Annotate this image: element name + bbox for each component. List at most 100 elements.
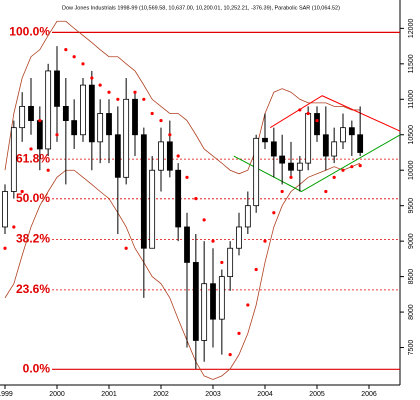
y-tick-label: 12000 bbox=[408, 19, 415, 39]
bollinger-band bbox=[4, 162, 361, 380]
candle-body bbox=[184, 226, 190, 263]
sar-dot bbox=[12, 225, 16, 229]
candle-body bbox=[106, 113, 112, 136]
sar-dot bbox=[358, 164, 362, 168]
sar-dot bbox=[332, 175, 336, 179]
sar-dot bbox=[289, 175, 293, 179]
y-tick-label: 7500 bbox=[408, 340, 415, 356]
sar-dot bbox=[46, 168, 50, 172]
candle-body bbox=[296, 162, 303, 171]
sar-dot bbox=[315, 118, 319, 123]
candle-body bbox=[36, 120, 43, 150]
sar-dot bbox=[263, 239, 267, 243]
sar-dot bbox=[272, 211, 276, 215]
fib-label: 50.0% bbox=[16, 191, 50, 205]
sar-dot bbox=[350, 165, 354, 169]
sar-dot bbox=[98, 83, 102, 87]
y-tick-label: 10500 bbox=[408, 125, 415, 145]
candle-body bbox=[305, 113, 312, 164]
sar-dot bbox=[81, 62, 85, 66]
candle-body bbox=[158, 141, 164, 171]
candle-body bbox=[62, 105, 69, 121]
trendline bbox=[269, 95, 401, 132]
candle-body bbox=[2, 191, 8, 228]
y-tick-label: 9000 bbox=[408, 233, 415, 249]
candle-body bbox=[45, 70, 52, 150]
sar-dot bbox=[176, 154, 180, 158]
candle-body bbox=[132, 98, 138, 136]
fib-label: 61.8% bbox=[16, 151, 50, 165]
y-tick-label: 9500 bbox=[408, 198, 415, 214]
x-tick-label: 2006 bbox=[361, 391, 377, 398]
candle-body bbox=[175, 169, 182, 228]
sar-dot bbox=[185, 175, 189, 179]
chart-title: Dow Jones Industrials 1998-99 (10,569.58… bbox=[62, 5, 340, 11]
candle-body bbox=[28, 105, 34, 121]
candle-body bbox=[71, 120, 78, 136]
sar-dot bbox=[168, 133, 172, 137]
candle-body bbox=[288, 162, 294, 171]
fib-label: 0.0% bbox=[23, 361, 51, 375]
sar-dot bbox=[90, 76, 94, 80]
candle-body bbox=[236, 226, 242, 249]
candle-body bbox=[348, 127, 355, 136]
x-tick-label: 2001 bbox=[101, 391, 117, 398]
y-tick-label: 8500 bbox=[408, 269, 415, 285]
sar-dot bbox=[38, 118, 42, 123]
sar-dot bbox=[64, 48, 68, 52]
candle-body bbox=[218, 276, 225, 320]
sar-dot bbox=[3, 246, 7, 250]
x-tick-label: 1999 bbox=[0, 391, 13, 398]
candle-body bbox=[149, 169, 156, 249]
sar-dot bbox=[211, 239, 215, 243]
candle-body bbox=[227, 247, 234, 278]
candle-body bbox=[80, 84, 86, 136]
sar-dot bbox=[298, 108, 302, 112]
candle-body bbox=[279, 155, 286, 164]
sar-dot bbox=[280, 189, 284, 194]
candle-body bbox=[166, 141, 173, 171]
sar-dot bbox=[202, 218, 206, 222]
candle-body bbox=[331, 141, 338, 157]
x-tick-label: 2003 bbox=[205, 391, 221, 398]
sar-dot bbox=[228, 353, 232, 357]
x-tick-label: 2004 bbox=[257, 391, 273, 398]
sar-dot bbox=[254, 267, 258, 272]
candle-body bbox=[357, 134, 364, 153]
candle-body bbox=[88, 84, 95, 143]
x-tick-label: 2002 bbox=[153, 391, 169, 398]
y-tick-label: 10000 bbox=[408, 160, 415, 180]
candle-body bbox=[340, 127, 346, 143]
candle-body bbox=[140, 134, 147, 249]
sar-dot bbox=[20, 189, 24, 194]
y-tick-label: 8000 bbox=[408, 304, 415, 320]
sar-dot bbox=[133, 90, 137, 94]
candle-body bbox=[123, 98, 130, 178]
sar-dot bbox=[159, 118, 163, 123]
candle-body bbox=[210, 283, 216, 320]
sar-dot bbox=[341, 168, 345, 172]
fib-label: 100.0% bbox=[9, 25, 50, 39]
candle-body bbox=[19, 105, 26, 129]
candle-body bbox=[262, 137, 268, 143]
sar-dot bbox=[124, 246, 128, 250]
candle-body bbox=[54, 70, 60, 107]
candle-body bbox=[192, 262, 199, 341]
y-tick-label: 11000 bbox=[408, 90, 415, 109]
sar-dot bbox=[324, 189, 328, 194]
candle-body bbox=[314, 113, 320, 136]
sar-dot bbox=[306, 111, 310, 116]
x-tick-label: 2000 bbox=[49, 391, 65, 398]
candle-body bbox=[97, 113, 104, 143]
sar-dot bbox=[246, 303, 250, 307]
sar-dot bbox=[220, 260, 224, 265]
sar-dot bbox=[194, 196, 198, 201]
sar-dot bbox=[237, 331, 241, 335]
candle-body bbox=[322, 134, 329, 157]
bollinger-band bbox=[4, 20, 361, 175]
sar-dot bbox=[150, 111, 154, 116]
fib-label: 23.6% bbox=[16, 282, 50, 296]
candle-body bbox=[270, 141, 277, 157]
